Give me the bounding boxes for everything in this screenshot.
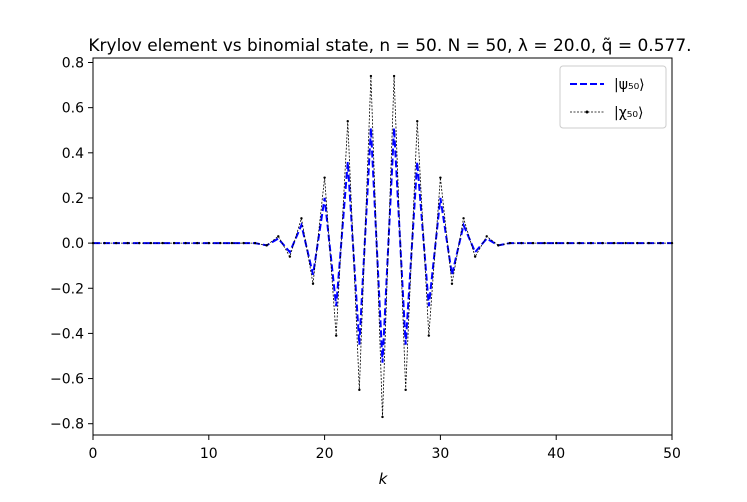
series-1-point <box>323 176 326 179</box>
series-1-point <box>230 241 234 245</box>
y-tick-label: 0.0 <box>62 236 84 252</box>
x-tick-label: 40 <box>547 446 565 462</box>
x-tick-label: 20 <box>316 446 334 462</box>
legend-box <box>559 65 667 129</box>
chart-title: Krylov element vs binomial state, n = 50… <box>88 36 691 56</box>
series-1-point <box>369 74 373 78</box>
plot-area <box>91 74 674 419</box>
series-1-point <box>450 282 454 285</box>
series-1-point <box>172 241 176 245</box>
y-tick-label: −0.8 <box>50 417 84 433</box>
series-1-point <box>311 282 315 285</box>
axes: 0 10 20 30 40 50 −0.8 −0.6 −0.4 −0.2 0.0 0.2 0.4 0.6 0… <box>50 56 681 462</box>
series-1-point <box>138 241 141 245</box>
series-1-point <box>219 241 222 245</box>
series-1-point <box>543 241 546 245</box>
series-1-point <box>473 255 477 258</box>
y-tick-label: −0.6 <box>50 372 84 388</box>
series-1-point <box>555 241 558 245</box>
series-1-point <box>334 334 338 337</box>
legend-swatch-marker <box>585 110 589 114</box>
series-1-point <box>184 241 187 245</box>
series-1-point <box>103 241 106 245</box>
series-1-point <box>612 241 616 245</box>
series-1-point <box>508 241 512 245</box>
y-tick-label: 0.6 <box>62 101 84 117</box>
series-1-point <box>485 235 488 238</box>
x-tick-label: 10 <box>200 446 218 462</box>
series-1-point <box>358 388 361 392</box>
legend-label: |ψ₅₀⟩ <box>614 77 645 93</box>
series-1-point <box>381 415 384 419</box>
x-tick-label: 50 <box>663 446 681 462</box>
series-1-point <box>520 241 523 245</box>
y-tick-label: −0.4 <box>50 326 84 342</box>
plot-frame <box>92 57 673 436</box>
series-1-point <box>439 176 442 179</box>
series-1-point <box>404 388 407 392</box>
series-1-point <box>346 120 349 123</box>
series-1-point <box>462 217 465 220</box>
series-1-point <box>149 241 153 245</box>
series-1-point <box>265 244 268 247</box>
series-1-point <box>647 241 651 245</box>
x-tick-label: 0 <box>89 446 98 462</box>
series-1-point <box>161 241 164 245</box>
series-1-point <box>277 235 280 238</box>
series-1-point <box>589 241 593 245</box>
series-1-point <box>636 241 639 245</box>
y-tick-label: 0.2 <box>62 191 84 207</box>
series-1-point <box>578 241 581 245</box>
series-1-point <box>114 241 118 245</box>
series-1-point <box>416 120 419 123</box>
x-axis-label: k <box>379 470 389 488</box>
series-1-point <box>300 217 303 220</box>
y-tick-label: 0.4 <box>62 146 84 162</box>
y-tick-label: 0.8 <box>62 56 84 72</box>
legend: |ψ₅₀⟩ |χ₅₀⟩ <box>559 65 667 129</box>
series-1-point <box>242 241 245 245</box>
series-1-point <box>624 241 627 245</box>
series-1-point <box>427 334 431 337</box>
series-1-point <box>531 241 535 245</box>
series-1-point <box>196 241 199 245</box>
series-1-point <box>253 241 257 245</box>
series-1-point <box>601 241 604 245</box>
series-1-point <box>392 74 396 78</box>
series-1-point <box>497 244 500 247</box>
y-tick-label: −0.2 <box>50 281 84 297</box>
x-tick-label: 30 <box>431 446 449 462</box>
series-1-point <box>288 255 292 258</box>
series-1-point <box>207 241 210 245</box>
series-1-point <box>659 241 662 245</box>
legend-label: |χ₅₀⟩ <box>614 105 644 121</box>
series-1-point <box>566 241 569 245</box>
series-line-0 <box>93 127 672 363</box>
series-1-point <box>126 241 129 245</box>
